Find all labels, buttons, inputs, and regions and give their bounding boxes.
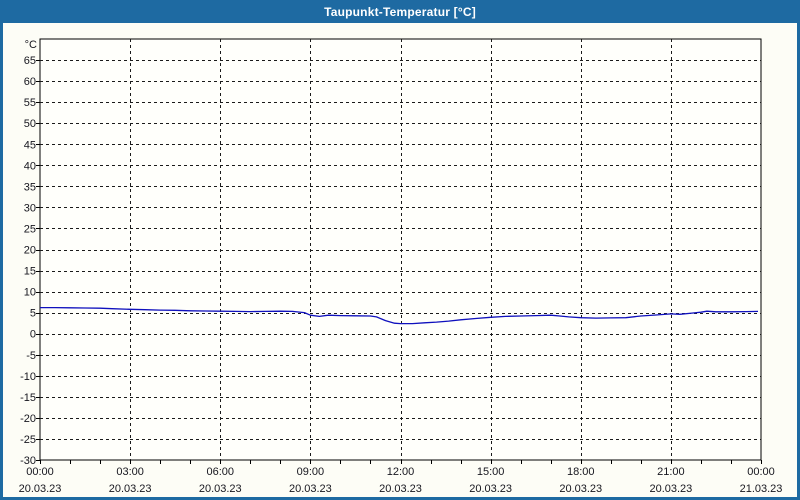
x-tick-time-label: 00:00 xyxy=(26,466,54,478)
y-axis-ticks xyxy=(36,60,40,461)
x-tick-date-label: 20.03.23 xyxy=(109,483,152,495)
y-tick-label: 50 xyxy=(24,118,36,130)
y-tick-label: 40 xyxy=(24,160,36,172)
x-tick-time-label: 21:00 xyxy=(657,466,685,478)
y-tick-label: 5 xyxy=(30,308,36,320)
y-axis-labels: 65605550454035302520151050-5-10-15-20-25… xyxy=(20,55,36,467)
plot-frame xyxy=(39,38,762,461)
x-axis-labels: 00:00 20.03.23 03:00 20.03.23 06:00 20.03.23 0… xyxy=(19,466,783,495)
y-gridlines xyxy=(40,60,761,440)
x-tick-time-label: 00:00 xyxy=(747,466,775,478)
y-tick-label: 30 xyxy=(24,202,36,214)
y-tick-label: -15 xyxy=(20,392,36,404)
y-tick-label: 20 xyxy=(24,245,36,257)
window-title: Taupunkt-Temperatur [°C] xyxy=(324,4,476,19)
x-tick-date-label: 20.03.23 xyxy=(469,483,512,495)
y-tick-label: -30 xyxy=(20,455,36,467)
x-tick-date-label: 20.03.23 xyxy=(19,483,62,495)
y-tick-label: 0 xyxy=(30,329,36,341)
x-tick-date-label: 20.03.23 xyxy=(649,483,692,495)
y-tick-label: 45 xyxy=(24,139,36,151)
x-tick-date-label: 20.03.23 xyxy=(289,483,332,495)
x-tick-time-label: 12:00 xyxy=(387,466,415,478)
y-tick-label: 15 xyxy=(24,266,36,278)
y-tick-label: -10 xyxy=(20,371,36,383)
y-tick-label: -20 xyxy=(20,413,36,425)
y-tick-label: 35 xyxy=(24,181,36,193)
y-tick-label: 65 xyxy=(24,55,36,67)
y-tick-label: 60 xyxy=(24,76,36,88)
x-tick-time-label: 15:00 xyxy=(477,466,505,478)
x-tick-time-label: 06:00 xyxy=(206,466,234,478)
x-tick-date-label: 21.03.23 xyxy=(740,483,783,495)
window-title-bar[interactable]: Taupunkt-Temperatur [°C] xyxy=(0,0,800,23)
x-tick-date-label: 20.03.23 xyxy=(379,483,422,495)
y-axis-unit-label: °C xyxy=(25,39,37,51)
y-tick-label: -25 xyxy=(20,434,36,446)
series-line-taupunkt-temperatur xyxy=(40,306,759,325)
x-tick-time-label: 03:00 xyxy=(116,466,144,478)
y-tick-label: -5 xyxy=(26,350,36,362)
x-tick-time-label: 09:00 xyxy=(297,466,325,478)
x-tick-date-label: 20.03.23 xyxy=(199,483,242,495)
x-tick-date-label: 20.03.23 xyxy=(559,483,602,495)
y-tick-label: 10 xyxy=(24,287,36,299)
x-axis-ticks xyxy=(40,460,762,464)
x-gridlines xyxy=(130,39,672,460)
y-tick-label: 55 xyxy=(24,97,36,109)
y-tick-label: 25 xyxy=(24,223,36,235)
x-tick-time-label: 18:00 xyxy=(567,466,595,478)
